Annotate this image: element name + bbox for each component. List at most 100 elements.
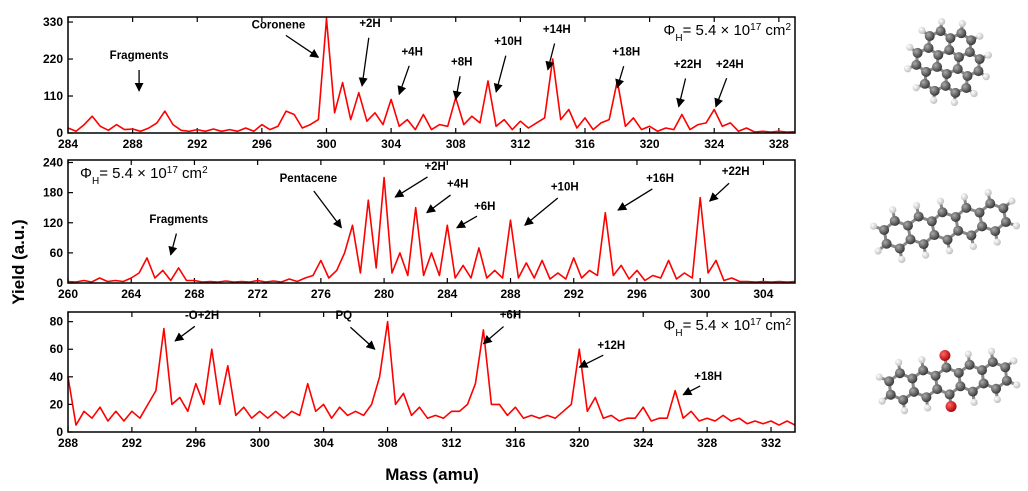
annotation: +22H	[674, 59, 702, 71]
x-tick-label: 304	[753, 287, 773, 301]
annotation-arrow	[456, 76, 460, 99]
hydrogen-atom	[1010, 357, 1017, 364]
annotation: Fragments	[149, 214, 208, 226]
annotation: +10H	[494, 36, 522, 48]
x-tick-label: 316	[505, 436, 525, 450]
x-tick-label: 284	[437, 287, 457, 301]
carbon-atom	[954, 52, 964, 62]
carbon-atom	[977, 365, 987, 375]
y-tick-label: 60	[50, 246, 64, 260]
x-tick-label: 316	[575, 137, 595, 151]
x-tick-label: 332	[761, 436, 781, 450]
hydrogen-atom	[918, 27, 925, 34]
carbon-atom	[931, 371, 941, 381]
flux-label-part: cm	[761, 22, 785, 39]
hydrogen-atom	[988, 348, 995, 355]
annotation: +4H	[447, 179, 468, 191]
annotation-arrow	[362, 38, 369, 86]
hydrogen-atom	[904, 65, 911, 72]
x-tick-label: 328	[697, 436, 717, 450]
flux-label-part: 2	[785, 22, 791, 33]
y-tick-label: 110	[44, 89, 64, 103]
page: {"y_label": "Yield (a.u.)", "x_label": "…	[0, 0, 1028, 491]
annotation: +6H	[474, 201, 495, 213]
hydrogen-atom	[879, 398, 886, 405]
carbon-atom	[927, 216, 937, 226]
annotation-arrow	[171, 234, 177, 255]
carbon-atom	[988, 357, 998, 367]
carbon-atom	[921, 67, 931, 77]
flux-label-part: H	[675, 328, 682, 339]
carbon-atom	[950, 88, 960, 98]
hydrogen-atom	[959, 20, 966, 27]
flux-label-part: H	[92, 176, 99, 187]
annotation-arrow	[399, 66, 409, 95]
carbon-atom	[895, 368, 905, 378]
annotation: +16H	[646, 173, 674, 185]
hydrogen-atom	[951, 99, 958, 106]
x-tick-label: 300	[316, 137, 336, 151]
x-tick-label: 264	[121, 287, 141, 301]
x-tick-label: 312	[441, 436, 461, 450]
flux-label-part: cm	[761, 317, 785, 334]
carbon-atom	[933, 50, 943, 60]
hydrogen-atom	[898, 256, 905, 263]
carbon-atom	[954, 368, 964, 378]
hydrogen-atom	[876, 373, 883, 380]
carbon-atom	[951, 212, 961, 222]
annotation: +18H	[694, 371, 722, 383]
flux-label-part: = 5.4 × 10	[683, 22, 751, 39]
x-tick-label: 296	[627, 287, 647, 301]
annotation-arrow	[496, 56, 506, 92]
carbon-atom	[953, 226, 963, 236]
flux-label-part: H	[675, 33, 682, 44]
y-tick-label: 80	[50, 315, 64, 329]
carbon-atom	[943, 235, 953, 245]
carbon-atom	[895, 243, 905, 253]
annotation: PQ	[335, 310, 352, 322]
y-tick-label: 120	[43, 216, 63, 230]
x-tick-label: 324	[704, 137, 724, 151]
y-tick-label: 0	[56, 276, 63, 290]
carbon-atom	[977, 221, 987, 231]
x-tick-label: 272	[248, 287, 268, 301]
flux-label-part: 17	[750, 22, 762, 33]
y-tick-label: 20	[50, 397, 64, 411]
carbon-atom	[975, 54, 985, 64]
annotation: +2H	[424, 161, 445, 173]
hydrogen-atom	[983, 73, 990, 80]
hydrogen-atom	[913, 84, 920, 91]
carbon-atom	[961, 203, 971, 213]
hydrogen-atom	[1008, 197, 1015, 204]
carbon-atom	[941, 81, 951, 91]
annotation-arrow	[286, 35, 319, 57]
hydrogen-atom	[1013, 222, 1020, 229]
x-tick-label: 304	[381, 137, 401, 151]
carbon-atom	[965, 47, 975, 57]
carbon-atom	[965, 360, 975, 370]
carbon-atom	[913, 48, 923, 58]
carbon-atom	[979, 379, 989, 389]
carbon-atom	[975, 208, 985, 218]
carbon-atom	[973, 66, 983, 76]
annotation-arrow	[457, 216, 477, 228]
flux-label-part: 2	[202, 165, 208, 176]
annotation: +8H	[451, 56, 472, 68]
annotation-arrow	[579, 355, 603, 367]
x-tick-label: 280	[374, 287, 394, 301]
flux-label-part: = 5.4 × 10	[683, 317, 751, 334]
y-axis-label: Yield (a.u.)	[9, 219, 28, 304]
carbon-atom	[925, 31, 935, 41]
hydrogen-atom	[1013, 381, 1020, 388]
carbon-atom	[942, 69, 952, 79]
hydrogen-atom	[924, 404, 931, 411]
x-tick-label: 268	[184, 287, 204, 301]
annotation: +2H	[359, 18, 380, 30]
hydrogen-atom	[895, 359, 902, 366]
y-tick-label: 240	[43, 156, 63, 170]
molecule	[904, 18, 992, 106]
carbon-atom	[968, 387, 978, 397]
annotation: +6H	[500, 310, 521, 322]
carbon-atom	[914, 212, 924, 222]
annotation-arrow	[683, 386, 700, 395]
